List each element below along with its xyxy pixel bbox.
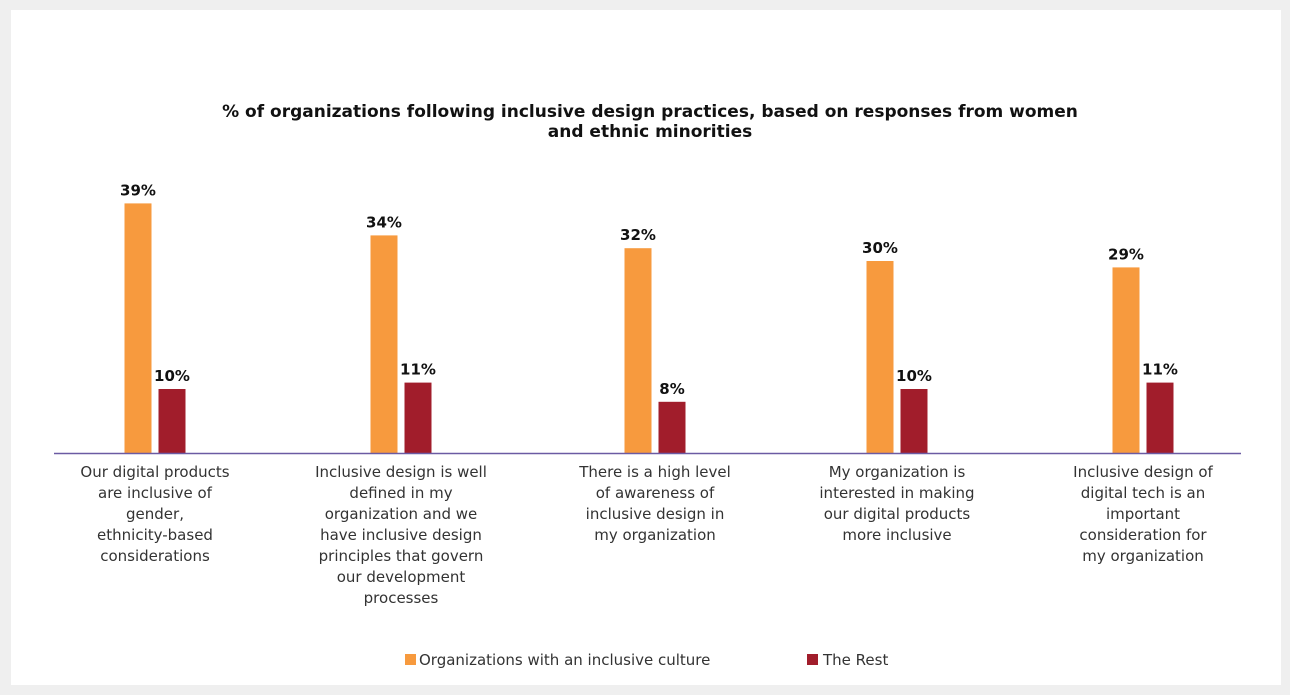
bar-rest-3	[900, 389, 928, 453]
legend-label-rest: The Rest	[822, 651, 888, 669]
legend-swatch-inclusive	[405, 654, 416, 665]
bar-inclusive-0	[124, 203, 152, 453]
category-label-2-line-2: inclusive design in	[586, 505, 725, 523]
category-label-4-line-3: consideration for	[1079, 526, 1207, 544]
category-label-3-line-3: more inclusive	[842, 526, 951, 544]
category-label-1-line-4: principles that govern	[319, 547, 484, 565]
chart-title-line-0: % of organizations following inclusive d…	[222, 102, 1078, 122]
data-label-rest-2: 8%	[659, 380, 684, 398]
category-label-3-line-2: our digital products	[824, 505, 971, 523]
bar-inclusive-1	[370, 235, 398, 453]
bar-rest-2	[658, 401, 686, 453]
legend-label-inclusive: Organizations with an inclusive culture	[419, 651, 710, 669]
data-label-inclusive-3: 30%	[862, 239, 898, 257]
data-label-rest-1: 11%	[400, 361, 436, 379]
bar-inclusive-3	[866, 261, 894, 453]
category-label-1-line-0: Inclusive design is well	[315, 463, 487, 481]
category-label-4-line-0: Inclusive design of	[1073, 463, 1213, 481]
category-label-1-line-2: organization and we	[325, 505, 478, 523]
category-label-1-line-6: processes	[364, 589, 439, 607]
category-label-2-line-1: of awareness of	[596, 484, 715, 502]
category-label-1-line-3: have inclusive design	[320, 526, 482, 544]
data-label-rest-0: 10%	[154, 367, 190, 385]
data-label-inclusive-0: 39%	[120, 181, 156, 199]
category-label-0-line-3: ethnicity-based	[97, 526, 213, 544]
category-label-2-line-3: my organization	[594, 526, 716, 544]
data-label-inclusive-4: 29%	[1108, 245, 1144, 263]
category-label-3-line-1: interested in making	[819, 484, 974, 502]
bar-chart: % of organizations following inclusive d…	[54, 102, 1241, 669]
data-label-inclusive-1: 34%	[366, 213, 402, 231]
bar-inclusive-4	[1112, 267, 1140, 453]
bar-rest-0	[158, 389, 186, 453]
category-label-1-line-5: our development	[337, 568, 466, 586]
bar-rest-4	[1146, 382, 1174, 453]
bar-inclusive-2	[624, 248, 652, 453]
category-label-4-line-1: digital tech is an	[1081, 484, 1205, 502]
legend-swatch-rest	[807, 654, 818, 665]
data-label-inclusive-2: 32%	[620, 226, 656, 244]
data-label-rest-4: 11%	[1142, 361, 1178, 379]
category-label-1-line-1: defined in my	[349, 484, 452, 502]
bar-rest-1	[404, 382, 432, 453]
chart-card: % of organizations following inclusive d…	[11, 10, 1281, 685]
data-label-rest-3: 10%	[896, 367, 932, 385]
category-label-0-line-1: are inclusive of	[98, 484, 213, 502]
category-label-0-line-4: considerations	[100, 547, 210, 565]
chart-title-line-1: and ethnic minorities	[548, 122, 752, 142]
category-label-3-line-0: My organization is	[829, 463, 966, 481]
category-label-0-line-2: gender,	[126, 505, 184, 523]
category-label-4-line-2: important	[1106, 505, 1180, 523]
category-label-2-line-0: There is a high level	[578, 463, 731, 481]
category-label-4-line-4: my organization	[1082, 547, 1204, 565]
category-label-0-line-0: Our digital products	[80, 463, 229, 481]
